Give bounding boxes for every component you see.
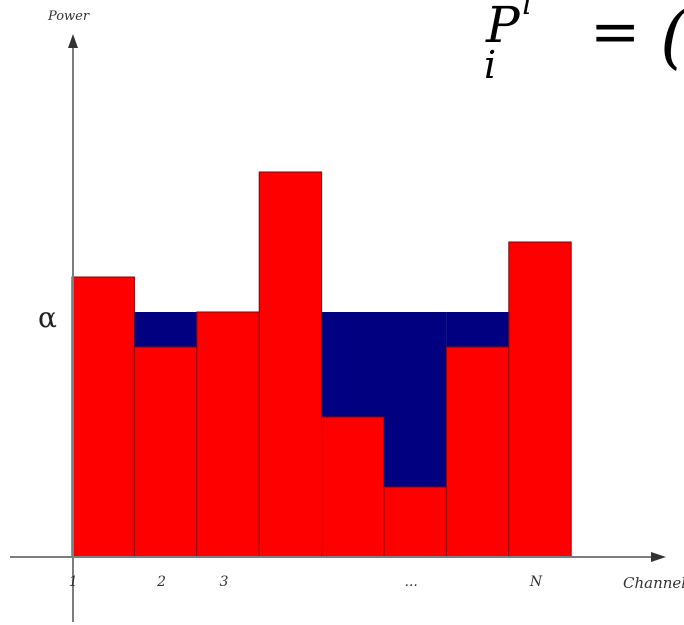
x-axis-arrow-icon: [651, 552, 666, 562]
formula-paren: (: [660, 0, 684, 77]
x-tick-label-3: 3: [220, 574, 229, 590]
y-axis-arrow-icon: [68, 34, 78, 48]
water-fill-7: [446, 312, 509, 347]
x-tick-labels: 1 2 3... N: [69, 574, 543, 590]
water-fill-5: [321, 312, 384, 417]
formula-base: P: [485, 0, 521, 54]
water-fill-6: [384, 312, 447, 487]
water-fill-2: [134, 312, 197, 347]
noise-bar-2: [133, 346, 198, 558]
noise-bar-6: [383, 486, 447, 558]
bars-group: [71, 171, 572, 558]
x-tick-label-1: 1: [69, 574, 78, 590]
formula-equals: =: [590, 0, 640, 67]
formula-subscript: i: [484, 43, 496, 87]
formula: P i i = (: [484, 0, 684, 87]
noise-bar-4: [258, 171, 323, 558]
water-level-label: α: [38, 301, 57, 334]
x-tick-label-8: N: [529, 574, 543, 590]
formula-superscript: i: [522, 0, 532, 22]
noise-bar-7: [445, 346, 510, 558]
y-axis-label: Power: [47, 9, 90, 24]
noise-bar-1: [71, 276, 135, 558]
x-axis-label: Channel: [623, 574, 684, 592]
noise-bar-3: [196, 311, 260, 558]
x-tick-label-6: ...: [405, 574, 418, 590]
noise-bar-5: [321, 416, 385, 558]
noise-bar-8: [508, 241, 572, 558]
x-tick-label-2: 2: [156, 574, 166, 590]
